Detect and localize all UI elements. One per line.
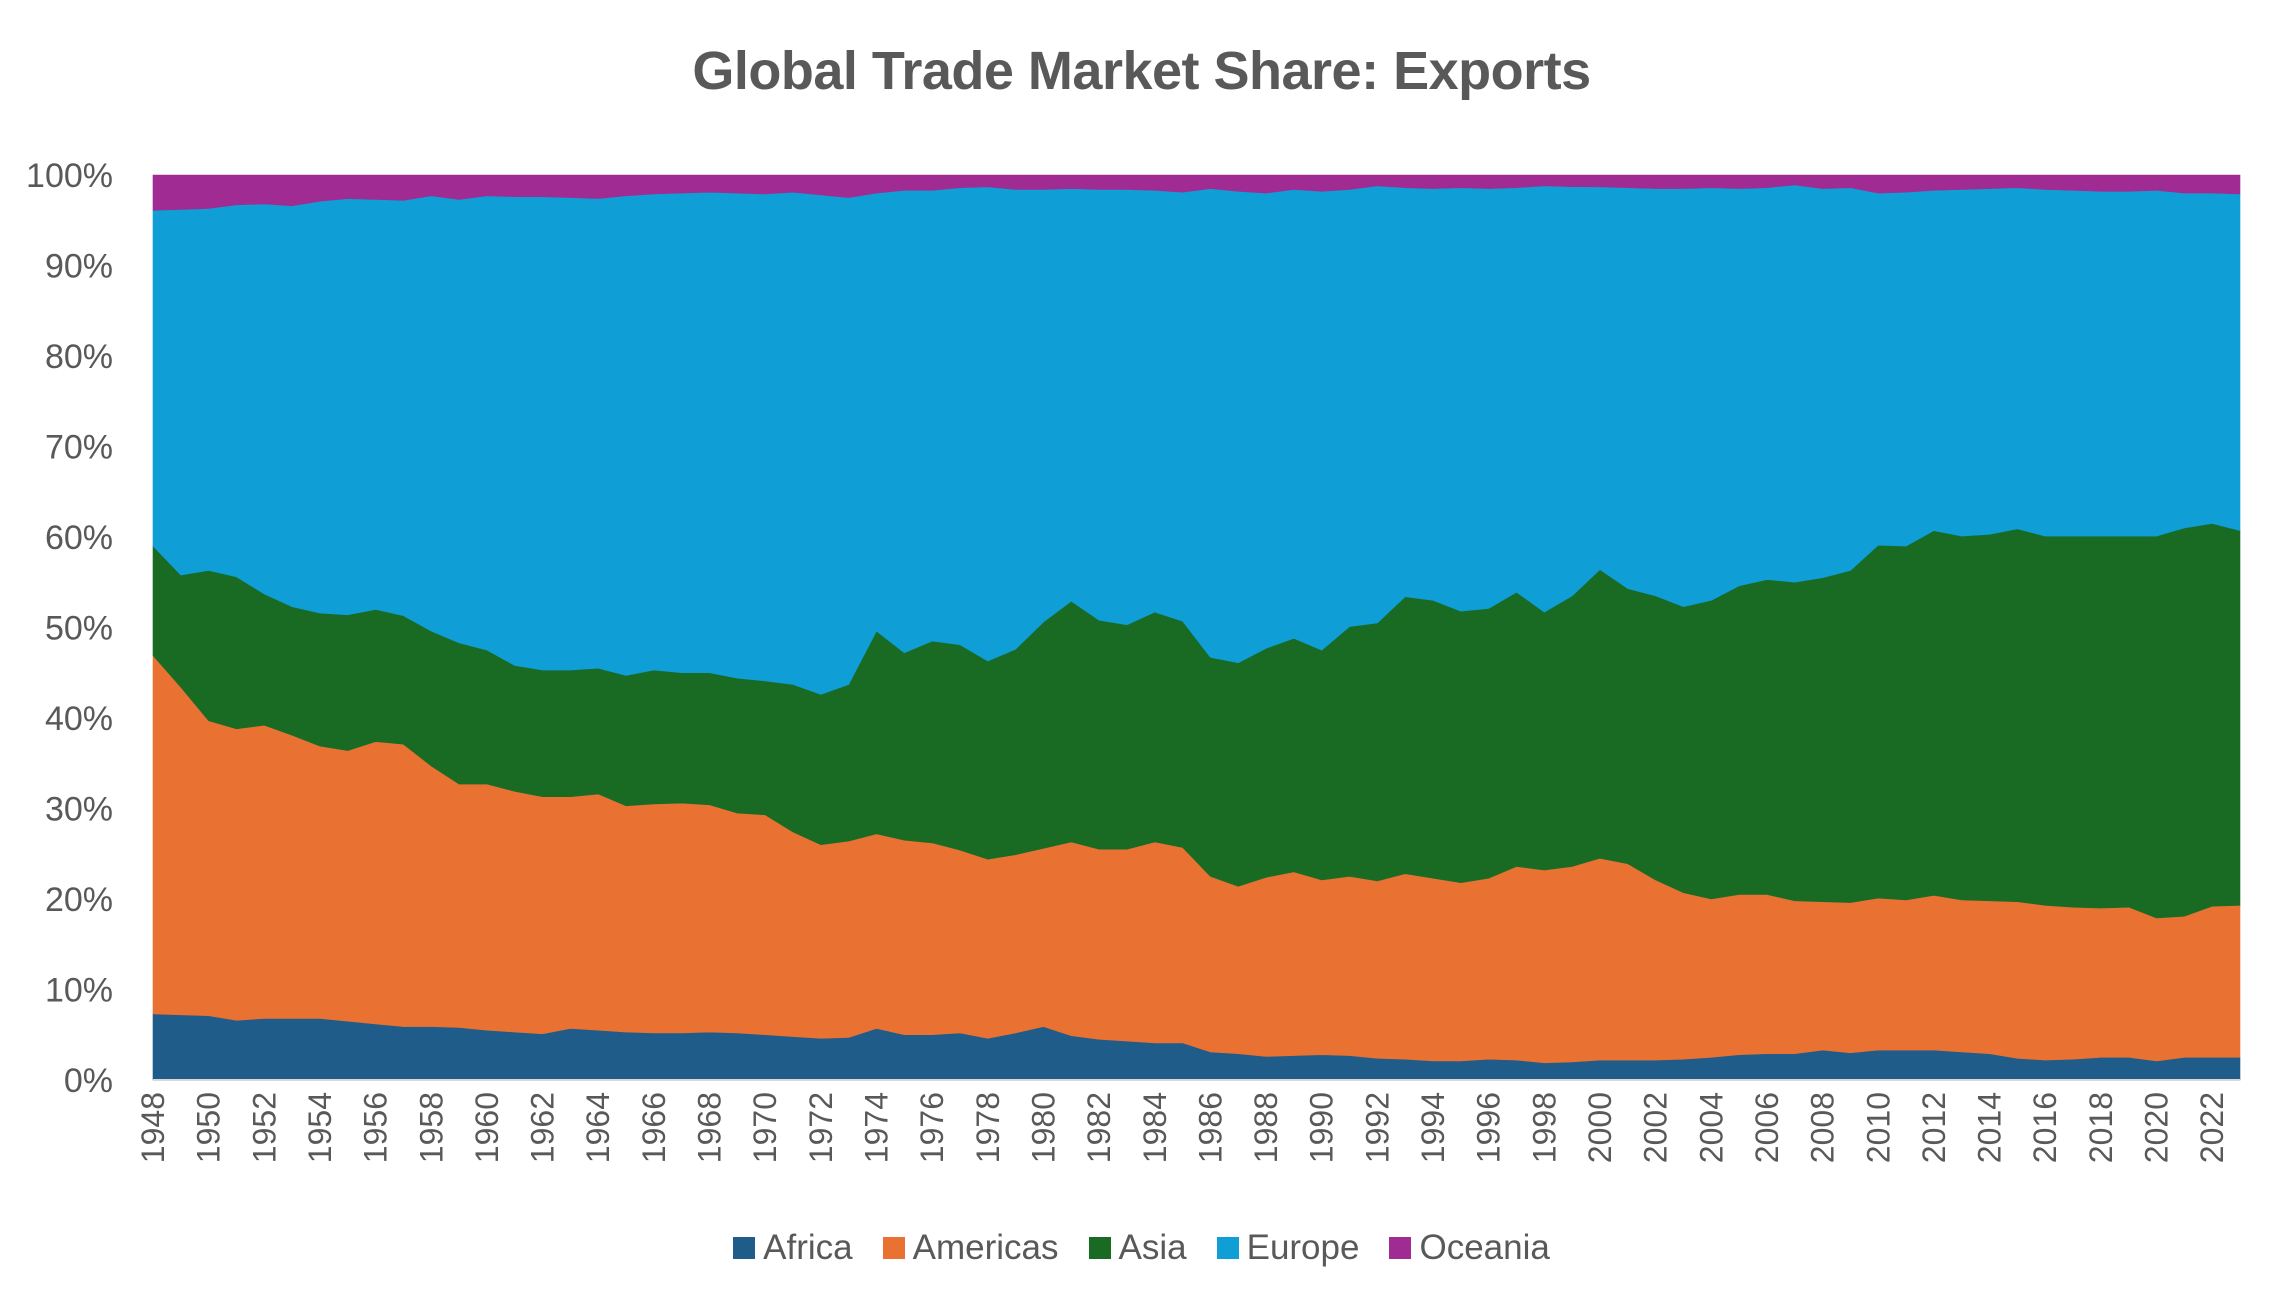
x-tick-label: 1998 [1526, 1092, 1562, 1163]
x-tick-label: 2002 [1638, 1092, 1674, 1163]
y-tick-label: 80% [45, 338, 113, 376]
y-tick-label: 100% [26, 157, 113, 195]
y-tick-label: 10% [45, 972, 113, 1010]
legend-swatch [1216, 1237, 1239, 1259]
legend-item-americas: Americas [882, 1228, 1059, 1268]
legend-label: Africa [763, 1228, 853, 1267]
x-tick-label: 2020 [2139, 1092, 2175, 1163]
y-tick-label: 40% [45, 700, 113, 738]
x-tick-label: 1964 [580, 1092, 616, 1163]
y-tick-label: 50% [45, 610, 113, 648]
x-tick-label: 1962 [525, 1092, 561, 1163]
legend-label: Europe [1246, 1228, 1360, 1267]
x-tick-label: 2004 [1693, 1092, 1729, 1163]
axis-layer: 0% 10% 20% 30% 40% 50% 60% 70% 80% 90% 100% 1948 195… [26, 157, 2240, 1163]
x-tick-label: 1970 [747, 1092, 783, 1163]
x-tick-label: 1960 [469, 1092, 505, 1163]
x-tick-label: 2012 [1916, 1092, 1952, 1163]
x-tick-label: 1948 [135, 1092, 171, 1163]
x-tick-label: 1984 [1137, 1092, 1173, 1163]
x-tick-label: 1990 [1304, 1092, 1340, 1163]
x-tick-label: 1954 [302, 1092, 338, 1163]
x-tick-label: 1958 [413, 1092, 449, 1163]
x-tick-label: 1996 [1471, 1092, 1507, 1163]
x-tick-label: 1982 [1081, 1092, 1117, 1163]
legend-swatch [882, 1237, 905, 1259]
legend-item-europe: Europe [1216, 1228, 1360, 1268]
x-tick-label: 1994 [1415, 1092, 1451, 1163]
legend-item-africa: Africa [733, 1228, 853, 1268]
x-tick-label: 1956 [358, 1092, 394, 1163]
y-tick-label: 30% [45, 791, 113, 829]
y-tick-label: 60% [45, 519, 113, 557]
x-tick-label: 2018 [2083, 1092, 2119, 1163]
x-tick-label: 1966 [636, 1092, 672, 1163]
x-tick-label: 1980 [1025, 1092, 1061, 1163]
x-tick-label: 1972 [803, 1092, 839, 1163]
x-tick-label: 1986 [1192, 1092, 1228, 1163]
x-tick-label: 2016 [2027, 1092, 2063, 1163]
x-tick-label: 2014 [1972, 1092, 2008, 1163]
y-tick-label: 70% [45, 429, 113, 467]
legend-swatch [733, 1237, 756, 1259]
legend: Africa Americas Asia Europe Oceania [0, 1228, 2283, 1268]
chart-title: Global Trade Market Share: Exports [692, 41, 1591, 101]
area-oceania [152, 174, 2241, 211]
x-tick-label: 1976 [914, 1092, 950, 1163]
legend-label: Asia [1118, 1228, 1187, 1267]
x-tick-label: 1992 [1359, 1092, 1395, 1163]
x-tick-label: 2022 [2194, 1092, 2230, 1163]
x-tick-label: 1974 [858, 1092, 894, 1163]
x-tick-label: 1950 [191, 1092, 227, 1163]
x-tick-label: 1978 [970, 1092, 1006, 1163]
x-tick-label: 1952 [246, 1092, 282, 1163]
series-layer [152, 174, 2241, 1081]
y-tick-label: 20% [45, 881, 113, 919]
legend-label: Oceania [1419, 1228, 1550, 1267]
x-tick-label: 1988 [1248, 1092, 1284, 1163]
x-tick-label: 2008 [1805, 1092, 1841, 1163]
y-tick-label: 0% [64, 1062, 113, 1100]
x-tick-label: 2006 [1749, 1092, 1785, 1163]
legend-label: Americas [912, 1228, 1059, 1267]
x-tick-label: 1968 [692, 1092, 728, 1163]
x-tick-label: 2000 [1582, 1092, 1618, 1163]
y-tick-label: 90% [45, 248, 113, 286]
legend-item-asia: Asia [1088, 1228, 1187, 1268]
legend-swatch [1088, 1237, 1111, 1259]
x-tick-label: 2010 [1860, 1092, 1896, 1163]
legend-swatch [1389, 1237, 1412, 1259]
legend-item-oceania: Oceania [1389, 1228, 1550, 1268]
